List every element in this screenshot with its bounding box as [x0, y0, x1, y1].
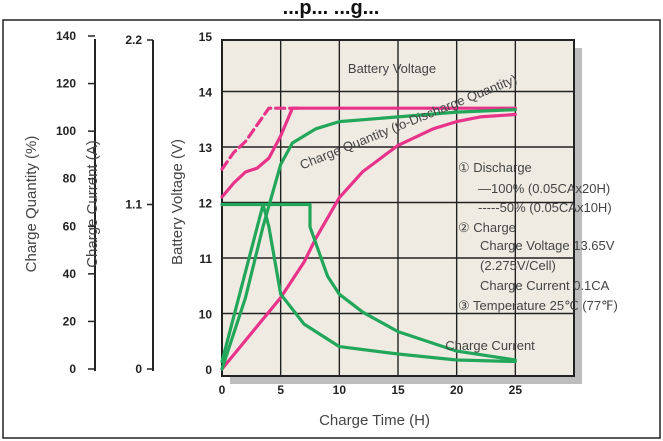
legend-note-line: Charge Current 0.1CA	[480, 278, 610, 293]
quantity-axis-label: Charge Quantity (%)	[23, 136, 40, 273]
quantity-tick-label: 60	[63, 219, 77, 233]
series-line	[220, 108, 517, 371]
voltage-tick-label: 12	[199, 197, 213, 211]
x-axis-label: Charge Time (H)	[319, 412, 430, 429]
charge-current-label: Charge Current	[445, 338, 535, 353]
legend-note-line: -----50% (0.05CAx10H)	[478, 200, 612, 215]
series-line	[220, 106, 517, 199]
series-curves	[220, 106, 517, 371]
x-tick-label: 25	[509, 383, 523, 397]
quantity-tick-label: 40	[63, 267, 77, 281]
series-line	[220, 112, 517, 371]
chart-title: ...p... ...g...	[283, 0, 380, 19]
legend-note-line: ① Discharge	[458, 160, 532, 175]
legend-note-line: —100% (0.05CAx20H)	[478, 181, 610, 196]
current-tick-label: 0	[135, 362, 142, 376]
voltage-tick-label: 0	[205, 363, 212, 377]
voltage-tick-label: 11	[199, 252, 212, 266]
series-line	[220, 106, 300, 171]
legend-note-line: ② Charge	[458, 220, 516, 235]
x-tick-label: 10	[333, 383, 347, 397]
x-tick-label: 20	[450, 383, 464, 397]
voltage-tick-label: 14	[199, 86, 213, 100]
quantity-tick-label: 80	[63, 172, 77, 186]
quantity-tick-label: 140	[56, 29, 76, 43]
chart-frame	[2, 19, 661, 439]
series-line	[220, 202, 517, 364]
battery-voltage-label: Battery Voltage	[348, 61, 436, 76]
voltage-tick-label: 10	[199, 308, 213, 322]
x-tick-label: 5	[277, 383, 284, 397]
quantity-tick-label: 120	[56, 77, 76, 91]
quantity-tick-label: 100	[56, 124, 76, 138]
current-tick-label: 1.1	[125, 198, 142, 212]
voltage-tick-label: 13	[199, 141, 213, 155]
current-tick-label: 2.2	[125, 33, 142, 47]
legend-note-line: (2.275V/Cell)	[480, 258, 556, 273]
series-line	[220, 202, 517, 362]
x-tick-label: 15	[391, 383, 405, 397]
quantity-tick-label: 20	[63, 314, 77, 328]
voltage-tick-label: 15	[199, 30, 213, 44]
voltage-axis-label: Battery Voltage (V)	[169, 139, 186, 265]
current-axis-label: Charge Current (A)	[84, 140, 101, 268]
legend-note-line: Charge Voltage 13.65V	[480, 238, 615, 253]
quantity-tick-label: 0	[69, 362, 76, 376]
legend-note-line: ③ Temperature 25℃ (77℉)	[458, 298, 618, 313]
x-tick-label: 0	[219, 383, 226, 397]
